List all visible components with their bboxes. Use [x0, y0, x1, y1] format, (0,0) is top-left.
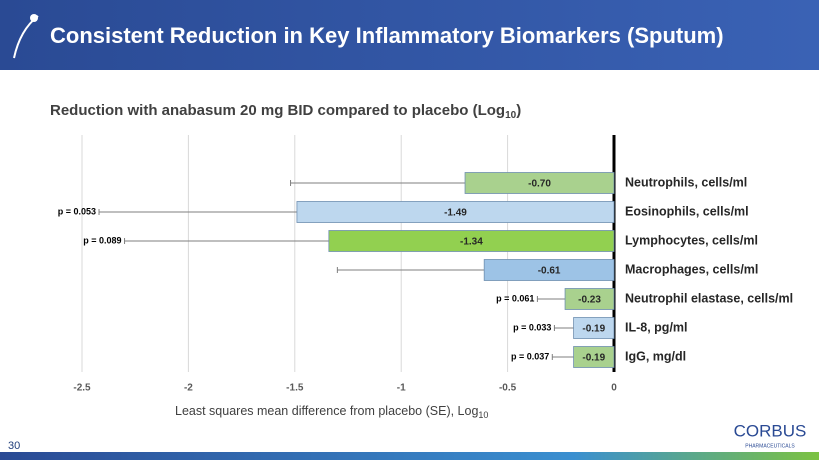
p-value: p = 0.053 — [58, 206, 96, 216]
category-label: Macrophages, cells/ml — [625, 262, 758, 276]
value-label: -0.19 — [582, 324, 605, 335]
error-bar — [98, 209, 297, 215]
x-tick-label: -0.5 — [499, 383, 517, 394]
p-value: p = 0.033 — [513, 322, 551, 332]
error-bar — [290, 180, 466, 186]
logo-text: CORBUS — [734, 421, 807, 440]
p-value: p = 0.037 — [511, 351, 549, 361]
bar — [483, 259, 615, 281]
plot: -2.5 -2 -1.5 -1 -0.5 0 Neutrophils, cells/ml -0… — [58, 135, 793, 394]
value-label: -1.34 — [460, 237, 483, 248]
x-tick-label: -2 — [184, 383, 193, 394]
category-label: Neutrophils, cells/ml — [625, 175, 747, 189]
header-bar — [0, 0, 819, 70]
error-bar — [336, 267, 485, 273]
category-label: Neutrophil elastase, cells/ml — [625, 291, 793, 305]
chart-subtitle: Reduction with anabasum 20 mg BID compar… — [50, 102, 521, 121]
category-label: IL-8, pg/ml — [625, 320, 688, 334]
slide-title: Consistent Reduction in Key Inflammatory… — [50, 23, 724, 48]
x-tick-label: -2.5 — [73, 383, 91, 394]
subtitle-end: ) — [516, 102, 521, 119]
x-label-sub: 10 — [478, 410, 488, 420]
value-label: -0.61 — [538, 266, 561, 277]
category-label: IgG, mg/dl — [625, 349, 686, 363]
value-label: -0.19 — [582, 353, 605, 364]
page-number: 30 — [8, 440, 20, 452]
error-bar — [553, 325, 574, 331]
subtitle-sub: 10 — [505, 110, 517, 121]
x-tick-label: -1.5 — [286, 383, 304, 394]
error-bar — [536, 296, 566, 302]
bar — [328, 230, 615, 252]
x-axis-label: Least squares mean difference from place… — [175, 404, 488, 420]
bar — [296, 201, 615, 223]
value-label: -1.49 — [444, 208, 467, 219]
bar — [573, 346, 615, 368]
footer-bar — [0, 452, 819, 460]
category-label: Eosinophils, cells/ml — [625, 204, 749, 218]
value-label: -0.70 — [528, 179, 551, 190]
x-tick-label: -1 — [397, 383, 406, 394]
error-bar — [551, 354, 574, 360]
logo-subtext: PHARMACEUTICALS — [745, 443, 795, 449]
bar — [464, 172, 615, 194]
bar — [564, 288, 615, 310]
x-tick-label: 0 — [611, 383, 617, 394]
p-value: p = 0.061 — [496, 293, 534, 303]
value-label: -0.23 — [578, 295, 601, 306]
bar — [573, 317, 615, 339]
logo-dot — [30, 14, 38, 22]
subtitle-text: Reduction with anabasum 20 mg BID compar… — [50, 102, 505, 119]
category-label: Lymphocytes, cells/ml — [625, 233, 758, 247]
x-label-text: Least squares mean difference from place… — [175, 404, 478, 418]
error-bar — [124, 238, 329, 244]
p-value: p = 0.089 — [83, 235, 121, 245]
